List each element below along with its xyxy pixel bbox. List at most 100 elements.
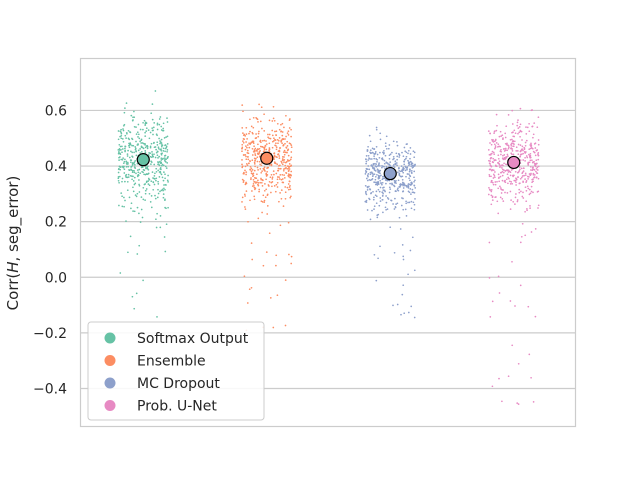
data-point	[243, 193, 246, 196]
data-point	[252, 178, 255, 181]
data-point	[127, 251, 129, 254]
data-point	[379, 151, 381, 154]
data-point	[514, 170, 517, 173]
data-point	[529, 205, 531, 207]
data-point	[491, 181, 494, 184]
data-point	[125, 131, 128, 134]
data-point	[143, 119, 146, 122]
data-point	[165, 145, 168, 148]
data-point	[154, 156, 157, 159]
data-point	[244, 154, 247, 156]
data-point	[164, 150, 166, 153]
data-point	[528, 176, 530, 178]
data-point	[495, 129, 498, 132]
data-point	[147, 168, 150, 171]
data-point	[124, 180, 126, 183]
data-point	[386, 208, 389, 210]
data-point	[272, 105, 275, 108]
data-point	[529, 159, 532, 162]
data-point	[161, 163, 164, 166]
data-point	[402, 190, 405, 192]
data-point	[142, 186, 145, 189]
data-point	[533, 122, 536, 124]
data-point	[492, 169, 495, 172]
data-point	[511, 344, 514, 347]
data-point	[160, 145, 163, 148]
data-point	[491, 385, 494, 388]
data-point	[278, 147, 281, 149]
data-point	[377, 183, 380, 186]
data-point	[144, 124, 147, 126]
data-point	[492, 157, 495, 160]
data-point	[253, 198, 256, 201]
data-point	[367, 175, 369, 178]
data-point	[369, 151, 371, 154]
data-point	[396, 171, 399, 174]
data-point	[499, 150, 502, 153]
data-point	[394, 162, 397, 165]
data-point	[254, 181, 256, 183]
data-point	[127, 165, 130, 168]
data-point	[139, 172, 142, 175]
data-point	[517, 143, 520, 146]
data-point	[153, 153, 155, 156]
data-point	[273, 185, 276, 187]
data-point	[166, 121, 169, 123]
data-point	[501, 179, 504, 182]
data-point	[503, 154, 506, 156]
data-point	[155, 226, 158, 229]
data-point	[144, 165, 147, 168]
data-point	[397, 153, 400, 155]
data-point	[410, 163, 413, 166]
data-point	[509, 300, 512, 302]
data-point	[379, 200, 382, 202]
data-point	[410, 181, 412, 184]
data-point	[374, 178, 377, 181]
data-point	[366, 186, 369, 189]
data-point	[526, 185, 529, 188]
data-point	[152, 177, 154, 179]
data-point	[530, 169, 532, 171]
data-point	[286, 165, 289, 167]
data-point	[524, 160, 526, 162]
data-point	[516, 124, 519, 127]
data-point	[258, 160, 261, 163]
data-point	[257, 153, 259, 156]
data-point	[255, 133, 257, 135]
data-point	[257, 121, 259, 123]
data-point	[366, 150, 369, 152]
data-point	[242, 110, 244, 113]
data-point	[258, 190, 260, 193]
data-point	[159, 215, 162, 217]
data-point	[242, 140, 244, 142]
data-point	[151, 151, 153, 153]
data-point	[516, 121, 519, 124]
data-point	[502, 171, 505, 174]
data-point	[153, 175, 156, 177]
data-point	[405, 157, 407, 160]
data-point	[244, 169, 246, 172]
data-point	[487, 130, 490, 132]
data-point	[245, 173, 247, 176]
data-point	[157, 192, 160, 195]
data-point	[374, 165, 377, 167]
data-point	[524, 141, 527, 144]
data-point	[498, 160, 501, 163]
legend-marker	[104, 355, 116, 366]
data-point	[519, 177, 522, 180]
data-point	[122, 128, 124, 130]
mean-marker	[260, 151, 274, 165]
data-point	[283, 156, 285, 158]
data-point	[277, 167, 280, 170]
data-point	[271, 185, 273, 188]
data-point	[285, 147, 288, 149]
data-point	[396, 158, 398, 161]
data-point	[519, 144, 522, 146]
data-point	[155, 179, 157, 182]
data-point	[494, 145, 497, 147]
data-point	[122, 129, 125, 132]
data-point	[123, 168, 126, 171]
data-point	[277, 142, 279, 145]
y-tick-label: −0.2	[33, 326, 67, 342]
data-point	[524, 186, 527, 189]
